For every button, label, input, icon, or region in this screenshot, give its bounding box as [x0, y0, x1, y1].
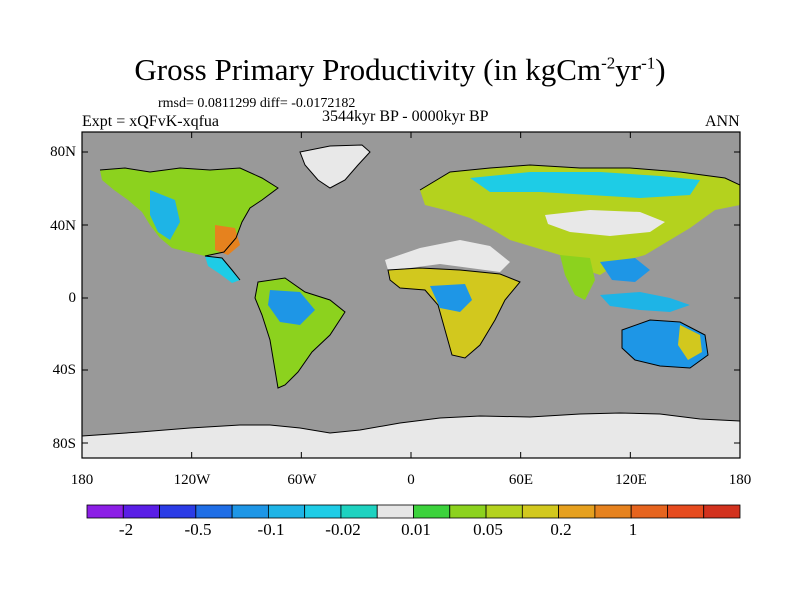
colorbar-swatch	[340, 504, 378, 519]
map-title: Gross Primary Productivity (in kgCm-2yr-…	[134, 52, 666, 87]
colorbar-label: -0.02	[325, 520, 361, 539]
congo-patch	[430, 284, 472, 312]
colorbar-swatch	[267, 504, 306, 519]
colorbar-label: 0.01	[401, 520, 431, 539]
y-tick-label-80n: 80N	[50, 144, 76, 160]
india-patch	[560, 255, 595, 300]
colorbar-swatch	[449, 504, 487, 519]
colorbar-swatch	[521, 504, 560, 519]
y-tick-label-80s: 80S	[52, 436, 76, 452]
antarctica-region	[82, 413, 740, 458]
experiment-label: Expt = xQFvK-xqfua	[82, 113, 220, 130]
colorbar-swatch	[413, 504, 451, 519]
north-america-west-band	[150, 190, 180, 240]
x-tick-label-0: 0	[407, 472, 415, 488]
colorbar-label: -0.1	[257, 520, 285, 539]
colorbar-label: 0.2	[550, 520, 572, 539]
x-tick-label-180w: 180	[70, 472, 94, 488]
colorbar	[86, 504, 741, 519]
stats-text: rmsd= 0.0811299 diff= -0.0172182	[158, 96, 356, 111]
central-america-region	[205, 256, 240, 283]
colorbar-label: -0.5	[184, 520, 212, 539]
colorbar-swatch	[594, 504, 632, 519]
x-tick-label-120e: 120E	[615, 472, 647, 488]
season-label: ANN	[705, 113, 740, 130]
colorbar-swatch	[703, 504, 741, 519]
greenland-region	[300, 145, 370, 188]
colorbar-swatch	[558, 504, 596, 519]
x-tick-label-120w: 120W	[173, 472, 211, 488]
colorbar-swatch	[667, 504, 705, 519]
x-tick-label-60w: 60W	[287, 472, 317, 488]
australia-east-patch	[678, 325, 702, 360]
period-label: 3544kyr BP - 0000kyr BP	[322, 108, 489, 125]
x-tick-label-60e: 60E	[508, 472, 534, 488]
sahara-region	[385, 240, 510, 272]
colorbar-label: 1	[628, 520, 638, 539]
x-tick-label-180e: 180	[728, 472, 752, 488]
colorbar-swatch	[122, 504, 160, 519]
colorbar-swatch	[376, 504, 414, 519]
indonesia-region	[600, 292, 690, 312]
colorbar-swatch	[159, 504, 197, 519]
y-tick-label-0: 0	[68, 290, 77, 306]
south-asia-patch	[600, 258, 650, 282]
colorbar-label: -2	[118, 520, 134, 539]
colorbar-swatch	[195, 504, 233, 519]
amazon-patch	[268, 290, 315, 325]
colorbar-swatch	[485, 504, 523, 519]
colorbar-swatch	[231, 504, 269, 519]
y-tick-label-40s: 40S	[52, 362, 76, 378]
eurasia-north-band	[470, 172, 700, 198]
africa-region	[388, 268, 520, 358]
colorbar-label: 0.05	[473, 520, 503, 539]
colorbar-swatch	[86, 504, 124, 519]
colorbar-swatch	[630, 504, 668, 519]
colorbar-swatch	[304, 504, 342, 519]
central-asia-desert	[545, 210, 665, 236]
north-america-east-patch	[215, 225, 240, 255]
y-tick-label-40n: 40N	[50, 218, 76, 234]
